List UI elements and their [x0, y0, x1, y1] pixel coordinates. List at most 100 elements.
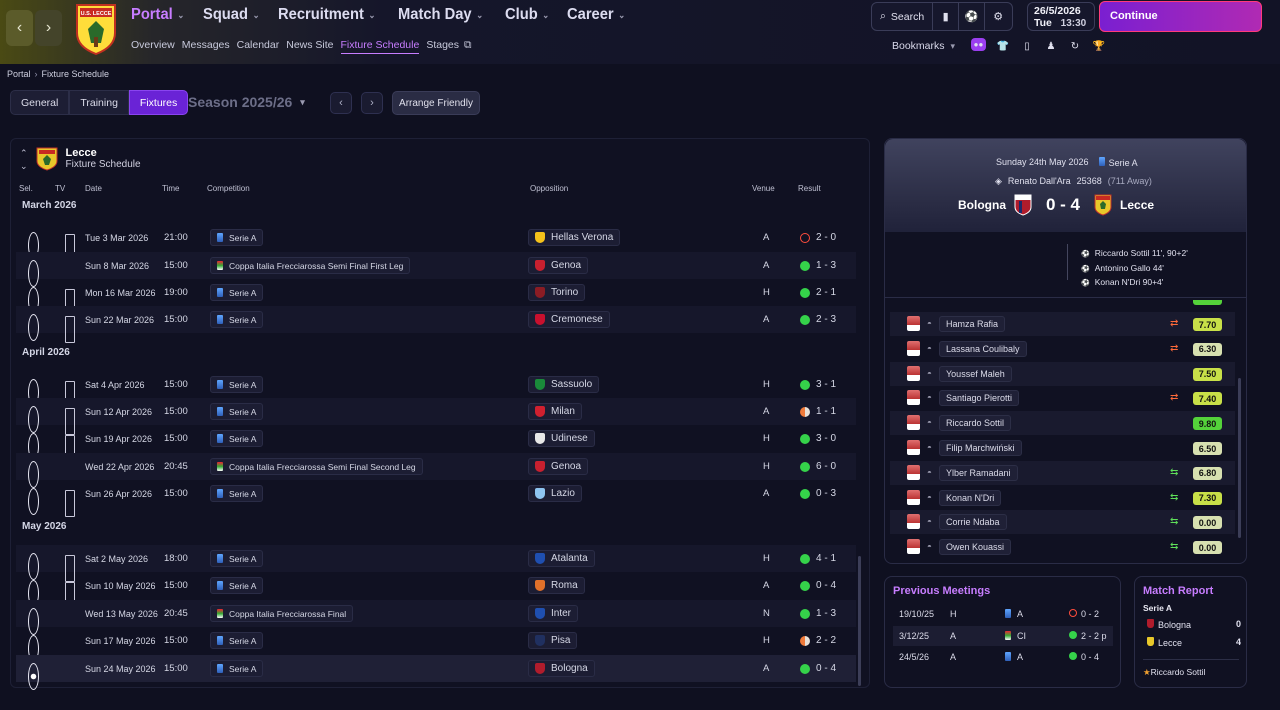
competition-tag[interactable]: Serie A — [210, 550, 264, 567]
col-date[interactable]: Date — [85, 184, 102, 193]
select-radio[interactable] — [28, 663, 39, 690]
meeting-row[interactable]: 24/5/26 A A 0 - 4 — [893, 647, 1113, 667]
meeting-row[interactable]: 3/12/25 A CI 2 - 2 p — [893, 625, 1113, 646]
search-button[interactable]: ⌕ Search — [872, 3, 934, 30]
result[interactable]: 2 - 0 — [800, 224, 836, 251]
player-row[interactable]: ◓ Riccardo Sottil 9.80 — [890, 411, 1235, 436]
table-row[interactable]: Sun 17 May 2026 15:00 Serie A Pisa H 2 - 2 — [16, 627, 856, 662]
player-row[interactable]: ◓ Owen Kouassi ⇆ 0.00 — [890, 535, 1235, 559]
prev-season-button[interactable]: ‹ — [330, 92, 352, 114]
select-radio[interactable] — [28, 260, 39, 287]
result[interactable]: 3 - 0 — [800, 425, 836, 452]
player-name[interactable]: Santiago Pierotti — [939, 390, 1020, 407]
player-name[interactable]: Riccardo Sottil — [939, 415, 1012, 432]
player-name[interactable]: Hamza Rafia — [939, 316, 1006, 332]
table-row[interactable]: Sun 8 Mar 2026 15:00 Coppa Italia Frecciar… — [16, 252, 856, 287]
bookmarks-menu[interactable]: Bookmarks ▾ — [892, 40, 955, 52]
table-row[interactable]: Mon 16 Mar 2026 19:00 Serie A Torino H 2 - 1 — [16, 279, 856, 316]
player-row[interactable]: ◓ Hamza Rafia ⇄ 7.70 — [890, 312, 1235, 336]
competition-tag[interactable]: Coppa Italia Frecciarossa Semi Final Fir… — [210, 257, 411, 274]
select-radio[interactable] — [28, 406, 39, 433]
result[interactable]: 2 - 3 — [800, 306, 836, 333]
opponent-tag[interactable]: Milan — [528, 403, 582, 420]
bookmark-icon[interactable]: ▮ — [933, 3, 960, 30]
shirt-icon[interactable]: 👕 — [996, 40, 1010, 52]
subnav-fixture-schedule[interactable]: Fixture Schedule — [340, 39, 420, 54]
opponent-tag[interactable]: Udinese — [528, 430, 595, 447]
result[interactable]: 2 - 1 — [800, 279, 836, 306]
club-crest-icon[interactable]: U.S. LECCE — [74, 3, 118, 55]
competition-tag[interactable]: Coppa Italia Frecciarossa Semi Final Sec… — [210, 458, 423, 475]
competition-tag[interactable]: Serie A — [210, 284, 264, 301]
collapse-toggle[interactable]: ⌃ ⌄ — [20, 148, 28, 171]
col-tv[interactable]: TV — [55, 184, 66, 193]
opponent-tag[interactable]: Hellas Verona — [528, 229, 621, 246]
fixture-scrollbar[interactable] — [858, 556, 861, 686]
opponent-tag[interactable]: Genoa — [528, 257, 589, 274]
table-row[interactable]: Sun 24 May 2026 15:00 Serie A Bologna A 0 - 4 — [16, 655, 856, 690]
subnav-stages[interactable]: Stages — [426, 39, 460, 51]
season-selector[interactable]: Season 2025/26 ▾ — [188, 94, 305, 110]
subnav-calendar[interactable]: Calendar — [236, 39, 280, 51]
subnav-news-site[interactable]: News Site — [286, 39, 334, 51]
opponent-tag[interactable]: Cremonese — [528, 311, 610, 328]
forward-button[interactable]: › — [35, 10, 62, 46]
table-row[interactable]: Sun 10 May 2026 15:00 Serie A Roma A 0 - 4 — [16, 572, 856, 609]
opponent-tag[interactable]: Bologna — [528, 660, 595, 677]
table-row[interactable]: Sun 26 Apr 2026 15:00 Serie A Lazio A 0 - 3 — [16, 480, 856, 517]
player-scrollbar[interactable] — [1238, 378, 1241, 538]
result[interactable]: 1 - 3 — [800, 600, 836, 627]
away-team[interactable]: Lecce — [1120, 198, 1155, 212]
opponent-tag[interactable]: Pisa — [528, 632, 578, 649]
col-competition[interactable]: Competition — [207, 184, 250, 193]
result[interactable]: 0 - 4 — [800, 655, 836, 682]
competition-tag[interactable]: Serie A — [210, 577, 264, 594]
opponent-tag[interactable]: Lazio — [528, 485, 582, 502]
trophy-icon[interactable]: 🏆 — [1092, 40, 1106, 52]
competition-tag[interactable]: Coppa Italia Frecciarossa Final — [210, 605, 354, 622]
result[interactable]: 4 - 1 — [800, 545, 836, 572]
select-radio[interactable] — [28, 488, 39, 515]
tactics-icon[interactable]: ♟ — [1046, 40, 1056, 52]
table-row[interactable]: Sat 2 May 2026 18:00 Serie A Atalanta H 4 - 1 — [16, 545, 856, 582]
select-radio[interactable] — [28, 553, 39, 580]
home-team[interactable]: Bologna — [958, 198, 1006, 212]
select-radio[interactable] — [28, 314, 39, 341]
competition-tag[interactable]: Serie A — [210, 632, 264, 649]
refresh-icon[interactable]: ↻ — [1070, 40, 1080, 52]
football-icon[interactable]: ⚽ — [959, 3, 986, 30]
result[interactable]: 3 - 1 — [800, 371, 836, 398]
result[interactable]: 6 - 0 — [800, 453, 836, 480]
opponent-tag[interactable]: Genoa — [528, 458, 589, 475]
result[interactable]: 0 - 4 — [800, 572, 836, 599]
player-name[interactable]: Corrie Ndaba — [939, 514, 1007, 531]
player-row[interactable]: ◓ Konan N'Dri ⇆ 7.30 — [890, 486, 1235, 510]
nav-item-club[interactable]: Club ⌄ — [505, 6, 549, 24]
opponent-tag[interactable]: Atalanta — [528, 550, 595, 567]
player-name[interactable]: Ylber Ramadani — [939, 464, 1018, 481]
player-name[interactable]: Youssef Maleh — [939, 365, 1012, 382]
subnav-messages[interactable]: Messages — [181, 39, 230, 51]
table-row[interactable]: Sun 12 Apr 2026 15:00 Serie A Milan A 1 - 1 — [16, 398, 856, 435]
nav-item-recruitment[interactable]: Recruitment ⌄ — [278, 6, 375, 24]
table-row[interactable]: Sun 19 Apr 2026 15:00 Serie A Udinese H 3 - 0 — [16, 425, 856, 462]
opponent-tag[interactable]: Roma — [528, 577, 585, 594]
subnav-overview[interactable]: Overview — [131, 39, 175, 51]
competition-tag[interactable]: Serie A — [210, 485, 264, 502]
table-row[interactable]: Tue 3 Mar 2026 21:00 Serie A Hellas Verona A… — [16, 224, 856, 261]
chat-icon[interactable]: ●● — [971, 38, 986, 51]
result[interactable]: 1 - 3 — [800, 252, 836, 279]
result[interactable]: 1 - 1 — [800, 398, 836, 425]
meeting-row[interactable]: 19/10/25 H A 0 - 2 — [893, 604, 1113, 624]
col-sel[interactable]: Sel. — [19, 184, 33, 193]
table-row[interactable]: Sat 4 Apr 2026 15:00 Serie A Sassuolo H 3 - 1 — [16, 371, 856, 408]
gear-icon[interactable]: ⚙ — [993, 11, 1004, 23]
player-name[interactable]: Filip Marchwiński — [939, 440, 1022, 456]
opponent-tag[interactable]: Inter — [528, 605, 579, 622]
competition-tag[interactable]: Serie A — [210, 229, 264, 246]
table-row[interactable]: Sun 22 Mar 2026 15:00 Serie A Cremonese A 2 -… — [16, 306, 856, 343]
col-venue[interactable]: Venue — [752, 184, 775, 193]
select-radio[interactable] — [28, 461, 39, 488]
continue-button[interactable]: Continue — [1099, 1, 1262, 32]
player-row[interactable]: ◓ Filip Marchwiński 6.50 — [890, 436, 1235, 460]
